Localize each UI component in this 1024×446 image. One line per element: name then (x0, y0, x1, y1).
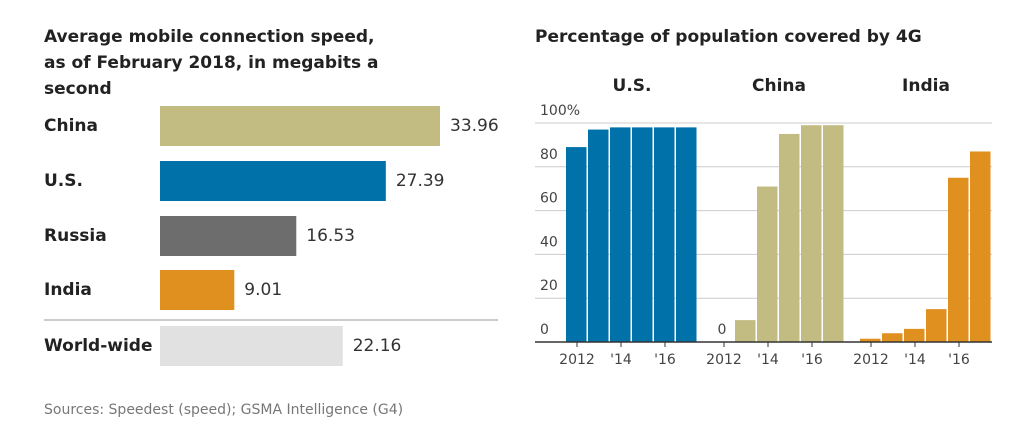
x-tick-label: 2012 (706, 352, 742, 368)
category-label: China (44, 116, 98, 136)
bar (588, 129, 609, 342)
x-tick-label: 2012 (559, 352, 595, 368)
x-tick-label: '16 (948, 352, 970, 368)
y-tick-label: 20 (540, 278, 558, 294)
bar (160, 216, 297, 256)
category-label: World-wide (44, 336, 153, 356)
value-label: 22.16 (353, 336, 402, 356)
category-label: Russia (44, 226, 107, 246)
bar (882, 333, 903, 342)
bar (970, 151, 991, 342)
panel-title: India (902, 76, 950, 96)
bar (904, 328, 925, 342)
y-tick-label: 40 (540, 234, 558, 250)
y-tick-label: 0 (540, 322, 549, 338)
x-tick-label: '14 (904, 352, 926, 368)
y-tick-label: 100% (540, 103, 580, 119)
bar (654, 127, 675, 342)
value-label: 9.01 (244, 280, 282, 300)
value-label: 27.39 (396, 171, 445, 191)
chart-title: Percentage of population covered by 4G (535, 27, 922, 47)
y-tick-label: 60 (540, 191, 558, 207)
bar (160, 270, 235, 310)
bar (948, 177, 969, 342)
bar (632, 127, 653, 342)
x-tick-label: '16 (654, 352, 676, 368)
bar (823, 125, 844, 342)
bar (610, 127, 631, 342)
x-tick-label: '14 (757, 352, 779, 368)
value-label: 16.53 (306, 226, 355, 246)
x-tick-label: 2012 (853, 352, 889, 368)
bar (160, 161, 386, 201)
bar (735, 320, 756, 342)
bar (801, 125, 822, 342)
bar (566, 147, 587, 342)
bar (757, 186, 778, 342)
bar (676, 127, 697, 342)
source: Sources: Speedest (speed); GSMA Intellig… (44, 402, 404, 418)
bar (160, 326, 343, 366)
value-label: 33.96 (450, 116, 499, 136)
panel-title: China (752, 76, 806, 96)
bar (779, 133, 800, 342)
category-label: India (44, 280, 92, 300)
category-label: U.S. (44, 171, 83, 191)
x-tick-label: '16 (801, 352, 823, 368)
chart-title: Average mobile connection speed, as of F… (44, 27, 379, 99)
y-tick-label: 80 (540, 147, 558, 163)
x-tick-label: '14 (610, 352, 632, 368)
bar (860, 338, 881, 342)
value-label: 0 (718, 322, 727, 338)
bar (926, 309, 947, 342)
bar (160, 106, 440, 146)
panel-title: U.S. (613, 76, 652, 96)
